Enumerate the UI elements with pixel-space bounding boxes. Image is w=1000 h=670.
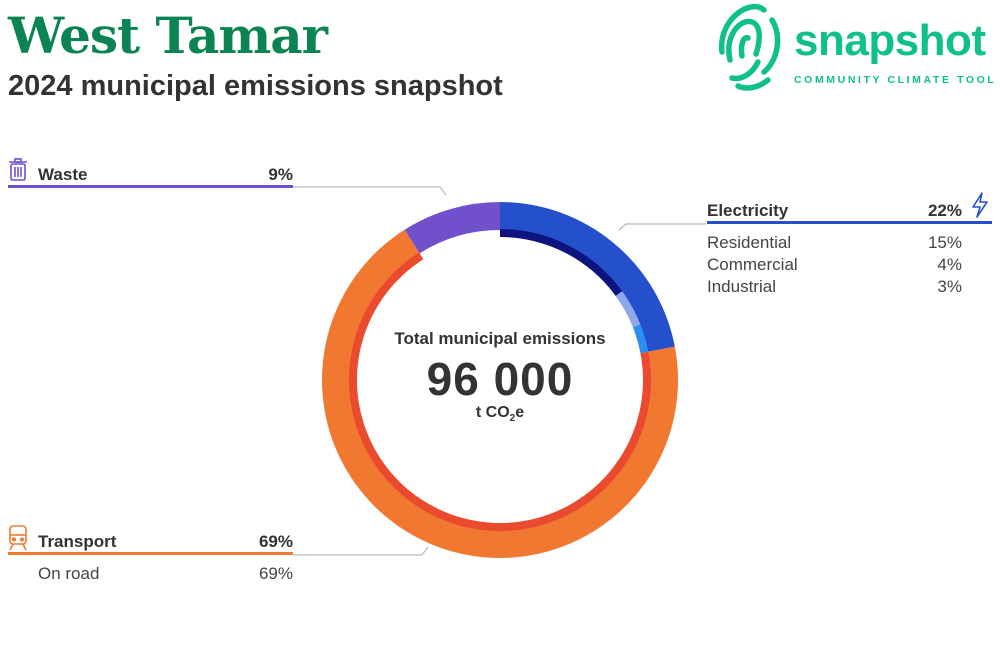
donut-segment-electricity bbox=[500, 202, 675, 352]
legend-subsector-row: Industrial 3% bbox=[707, 277, 962, 299]
subsector-value: 15% bbox=[927, 233, 962, 252]
legend-electricity: Electricity 22% bbox=[707, 192, 992, 224]
total-emissions-label: Total municipal emissions bbox=[394, 329, 606, 348]
subsector-label: On road bbox=[38, 564, 100, 583]
logo-tagline: COMMUNITY CLIMATE TOOL bbox=[794, 74, 997, 86]
leader-line-waste bbox=[293, 186, 447, 196]
legend-underline-transport bbox=[8, 552, 293, 555]
unit-suffix: e bbox=[515, 404, 525, 421]
leader-line-electricity bbox=[618, 223, 706, 231]
leader-lines bbox=[293, 186, 706, 556]
page-subtitle: 2024 municipal emissions snapshot bbox=[8, 70, 503, 102]
total-emissions-value: 96 000 bbox=[426, 353, 574, 405]
legend-subsector-row: Commercial 4% bbox=[707, 255, 962, 277]
outer-ring bbox=[321, 202, 678, 558]
donut-subsegment-industrial bbox=[632, 324, 649, 354]
legend-value-electricity: 22% bbox=[927, 201, 962, 220]
donut-segment-waste bbox=[404, 202, 500, 254]
legend-label-waste: Waste bbox=[38, 165, 88, 184]
donut-subsegment-commercial bbox=[615, 291, 641, 328]
subsector-label: Residential bbox=[707, 233, 792, 252]
logo-wordmark: snapshot bbox=[794, 16, 986, 65]
unit-subscript: 2 bbox=[509, 413, 516, 425]
legend-label-transport: Transport bbox=[38, 532, 117, 551]
legend-underline-electricity bbox=[707, 221, 992, 224]
legend-subsector-row: Residential 15% bbox=[707, 233, 962, 255]
subsector-label: Industrial bbox=[707, 277, 776, 296]
legend-transport: Transport 69% bbox=[8, 525, 293, 555]
legend-label-electricity: Electricity bbox=[707, 201, 789, 220]
subsector-label: Commercial bbox=[707, 255, 798, 274]
fingerprint-icon bbox=[719, 3, 781, 91]
total-emissions-unit: t CO2e bbox=[360, 404, 640, 424]
leader-line-transport bbox=[293, 546, 429, 556]
unit-prefix: t CO bbox=[475, 404, 510, 421]
train-icon bbox=[9, 525, 27, 551]
legend-value-transport: 69% bbox=[258, 532, 293, 551]
legend-value-waste: 9% bbox=[268, 165, 293, 184]
donut-subsegment-residential bbox=[500, 229, 623, 296]
legend-underline-waste bbox=[8, 185, 293, 188]
subsector-value: 69% bbox=[258, 564, 293, 583]
legend-subsector-row: On road 69% bbox=[38, 564, 293, 586]
subsector-value: 4% bbox=[937, 255, 962, 274]
subsector-value: 3% bbox=[937, 277, 962, 296]
lightning-icon bbox=[972, 192, 988, 218]
inner-ring bbox=[349, 229, 651, 531]
page-title: West Tamar bbox=[8, 6, 328, 65]
legend-waste: Waste 9% bbox=[8, 158, 293, 188]
snapshot-logo: snapshot COMMUNITY CLIMATE TOOL bbox=[712, 0, 1000, 92]
trash-icon bbox=[9, 158, 27, 181]
